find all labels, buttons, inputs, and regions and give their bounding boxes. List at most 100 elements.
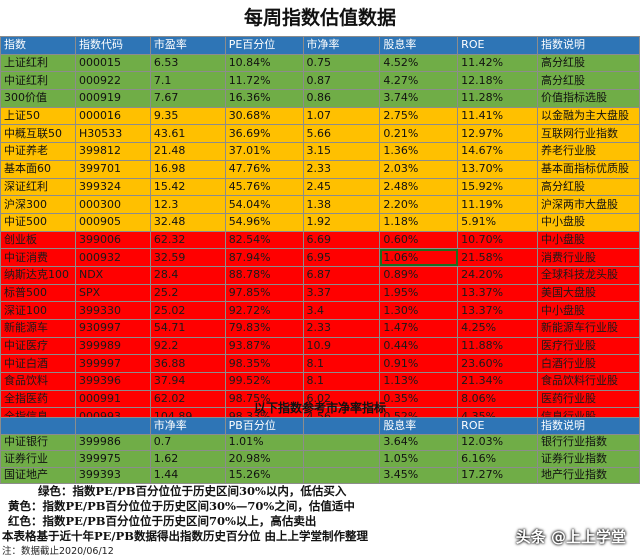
table-cell[interactable]: 13.70% <box>457 159 538 179</box>
table-cell[interactable]: 000919 <box>74 89 151 108</box>
table-cell[interactable]: 11.72% <box>224 71 304 91</box>
table-cell[interactable]: 399324 <box>74 177 151 197</box>
table-cell[interactable]: 5.66 <box>302 124 381 144</box>
table-cell[interactable]: 10.70% <box>457 230 538 250</box>
table-cell[interactable]: 79.83% <box>224 319 304 338</box>
table-cell[interactable]: 中证白酒 <box>0 354 76 374</box>
table-cell[interactable]: 12.18% <box>457 71 538 91</box>
table-cell[interactable]: 1.92 <box>302 212 381 232</box>
table-cell[interactable]: 9.35 <box>149 106 226 126</box>
table-cell[interactable]: 7.1 <box>149 71 226 91</box>
table-cell[interactable]: 0.35% <box>379 389 459 409</box>
table-cell[interactable]: 1.07 <box>302 106 381 126</box>
table-cell[interactable]: 2.03% <box>379 159 459 179</box>
table-cell[interactable]: ROE <box>457 417 539 435</box>
table-cell[interactable]: 6.53 <box>149 53 226 73</box>
table-cell[interactable]: 17.27% <box>457 466 539 484</box>
table-cell[interactable]: 15.26% <box>224 466 304 484</box>
table-cell[interactable]: 20.98% <box>224 450 304 468</box>
table-cell[interactable]: 23.60% <box>457 354 538 374</box>
table-cell[interactable]: 股息率 <box>379 36 459 55</box>
table-cell[interactable]: 98.35% <box>224 354 304 374</box>
table-cell[interactable]: 1.36% <box>379 142 459 161</box>
table-cell[interactable]: 4.25% <box>457 319 538 338</box>
table-cell[interactable]: 0.89% <box>379 265 459 285</box>
table-cell[interactable]: 中小盘股 <box>537 301 640 320</box>
table-cell[interactable]: 8.06% <box>457 389 538 409</box>
table-cell[interactable]: 0.87 <box>302 71 381 91</box>
table-cell[interactable]: 证券行业 <box>0 450 76 468</box>
table-cell[interactable]: 24.20% <box>457 265 538 285</box>
table-cell[interactable]: 6.02 <box>302 389 381 409</box>
table-cell[interactable]: 0.7 <box>149 433 226 451</box>
table-cell[interactable]: 13.37% <box>457 301 538 320</box>
table-cell[interactable]: 11.28% <box>457 89 538 108</box>
table-cell[interactable]: 新能源车 <box>0 319 76 338</box>
table-cell[interactable]: 1.01% <box>224 433 304 451</box>
table-cell[interactable]: 4.27% <box>379 71 459 91</box>
table-cell[interactable]: 15.92% <box>457 177 538 197</box>
table-cell[interactable] <box>302 417 381 435</box>
table-cell[interactable]: 1.05% <box>379 450 459 468</box>
table-cell[interactable]: 36.69% <box>224 124 304 144</box>
table-cell[interactable]: 399986 <box>74 433 151 451</box>
table-cell[interactable]: 高分红股 <box>537 53 640 73</box>
table-cell[interactable]: 000300 <box>74 195 151 214</box>
table-cell[interactable]: 21.58% <box>457 248 538 267</box>
table-cell[interactable]: 399006 <box>74 230 151 250</box>
table-cell[interactable] <box>302 466 381 484</box>
table-cell[interactable]: 36.88 <box>149 354 226 374</box>
table-cell[interactable]: 32.48 <box>149 212 226 232</box>
table-cell[interactable]: 399330 <box>74 301 151 320</box>
table-cell[interactable]: 6.95 <box>302 248 381 267</box>
table-cell[interactable]: 中证养老 <box>0 142 76 161</box>
table-cell[interactable]: 399975 <box>74 450 151 468</box>
table-cell[interactable]: 白酒行业股 <box>537 354 640 374</box>
table-cell[interactable]: 000015 <box>74 53 151 73</box>
table-cell[interactable]: 市净率 <box>149 417 226 435</box>
table-cell[interactable]: 0.60% <box>379 230 459 250</box>
table-cell[interactable]: 纳斯达克100 <box>0 265 76 285</box>
table-cell[interactable]: 2.33 <box>302 159 381 179</box>
table-cell[interactable]: 10.9 <box>302 336 381 356</box>
table-cell[interactable]: 市盈率 <box>149 36 226 55</box>
table-cell[interactable]: 11.42% <box>457 53 538 73</box>
table-cell[interactable]: 2.45 <box>302 177 381 197</box>
table-cell[interactable]: 上证50 <box>0 106 76 126</box>
table-cell[interactable]: 指数代码 <box>74 36 151 55</box>
table-cell[interactable]: 92.72% <box>224 301 304 320</box>
table-cell[interactable]: 15.42 <box>149 177 226 197</box>
table-cell[interactable]: 价值指标选股 <box>537 89 640 108</box>
table-cell[interactable]: 25.02 <box>149 301 226 320</box>
table-cell[interactable]: 45.76% <box>224 177 304 197</box>
table-cell[interactable]: 1.06% <box>379 248 459 267</box>
table-cell[interactable]: 28.4 <box>149 265 226 285</box>
table-cell[interactable]: 1.95% <box>379 283 459 303</box>
table-cell[interactable]: 399393 <box>74 466 151 484</box>
table-cell[interactable]: PB百分位 <box>224 417 304 435</box>
table-cell[interactable]: 6.16% <box>457 450 539 468</box>
table-cell[interactable]: 399997 <box>74 354 151 374</box>
table-cell[interactable]: 54.71 <box>149 319 226 338</box>
table-cell[interactable]: 中证500 <box>0 212 76 232</box>
table-cell[interactable]: 6.69 <box>302 230 381 250</box>
table-cell[interactable]: 沪深两市大盘股 <box>537 195 640 214</box>
table-cell[interactable]: 62.32 <box>149 230 226 250</box>
table-cell[interactable]: 16.36% <box>224 89 304 108</box>
table-cell[interactable]: 标普500 <box>0 283 76 303</box>
table-cell[interactable]: 82.54% <box>224 230 304 250</box>
table-cell[interactable]: 中证红利 <box>0 71 76 91</box>
table-cell[interactable]: 12.97% <box>457 124 538 144</box>
table-cell[interactable]: 399701 <box>74 159 151 179</box>
table-cell[interactable]: 5.91% <box>457 212 538 232</box>
table-cell[interactable]: 1.18% <box>379 212 459 232</box>
table-cell[interactable]: 30.68% <box>224 106 304 126</box>
table-cell[interactable]: 11.88% <box>457 336 538 356</box>
table-cell[interactable]: 25.2 <box>149 283 226 303</box>
table-cell[interactable]: 指数 <box>0 36 76 55</box>
table-cell[interactable]: 37.01% <box>224 142 304 161</box>
table-cell[interactable]: 21.48 <box>149 142 226 161</box>
table-cell[interactable]: 2.75% <box>379 106 459 126</box>
table-cell[interactable]: 8.1 <box>302 372 381 391</box>
table-cell[interactable]: 99.52% <box>224 372 304 391</box>
